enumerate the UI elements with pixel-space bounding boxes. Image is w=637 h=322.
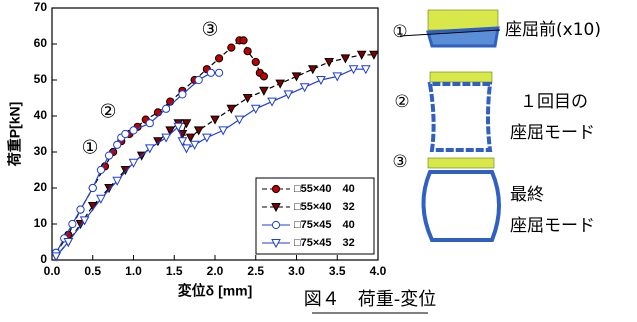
data-point: [179, 91, 186, 98]
data-point: [191, 141, 199, 149]
data-point: [219, 127, 227, 134]
data-point: [182, 145, 190, 153]
x-tick-label: 3.0: [288, 264, 305, 278]
data-point: [252, 105, 260, 113]
data-point: [211, 116, 219, 124]
x-tick-label: 1.0: [125, 264, 142, 278]
data-point: [203, 134, 211, 142]
caption: 図４ 荷重-変位: [304, 289, 437, 310]
diagram-number: ②: [394, 92, 409, 112]
data-point: [146, 120, 153, 127]
tube: [430, 84, 490, 150]
data-point: [235, 116, 243, 124]
data-point: [227, 105, 235, 113]
data-point: [178, 138, 186, 146]
x-tick-label: 2.5: [247, 264, 264, 278]
data-point: [215, 69, 222, 76]
diagram-label: １回目の: [520, 92, 588, 112]
data-point: [105, 152, 112, 159]
legend-marker: [272, 221, 279, 228]
data-point: [317, 77, 325, 85]
diagram-label: 座屈前(x10): [505, 20, 601, 40]
y-tick-label: 40: [34, 108, 48, 122]
data-point: [154, 109, 161, 116]
x-tick-label: 4.0: [370, 264, 387, 278]
y-tick-label: 60: [34, 36, 48, 50]
data-point: [187, 134, 195, 142]
data-point: [195, 76, 202, 83]
data-point: [162, 134, 170, 142]
data-point: [293, 73, 301, 81]
annotation: ②: [99, 101, 116, 123]
diagram-shapes: [400, 10, 500, 240]
diagram-number: ③: [392, 152, 407, 172]
legend-marker: [272, 185, 279, 192]
data-point: [130, 127, 137, 134]
y-tick-label: 70: [34, 0, 48, 14]
x-tick-label: 3.5: [329, 264, 346, 278]
x-tick-label: 0.0: [44, 264, 61, 278]
data-point: [252, 58, 259, 65]
x-tick-label: 0.5: [84, 264, 101, 278]
y-tick-label: 30: [34, 144, 48, 158]
data-point: [163, 105, 170, 112]
legend-label: □55×40 32: [294, 201, 355, 213]
data-point: [167, 98, 174, 105]
mesh: [428, 10, 498, 30]
data-point: [309, 66, 317, 74]
diagram-label: 座屈モード: [510, 123, 595, 143]
data-point: [268, 98, 276, 106]
mesh: [428, 158, 494, 168]
data-point: [122, 130, 129, 137]
legend-label: □75×45 32: [294, 237, 355, 249]
data-point: [52, 253, 60, 261]
data-point: [341, 55, 349, 63]
data-point: [260, 73, 267, 80]
tube: [423, 172, 499, 240]
data-point: [276, 80, 284, 88]
data-point: [244, 95, 252, 103]
y-tick-label: 10: [34, 216, 48, 230]
data-point: [89, 184, 96, 191]
annotation: ③: [201, 19, 218, 41]
x-tick-label: 1.5: [166, 264, 183, 278]
annotation: ①: [81, 137, 98, 159]
legend: □55×40 40 □55×40 32 □75×45 40 □75×45 32: [256, 178, 374, 254]
page: 変位δ [mm] 荷重P[kN] 図４ 荷重-変位 0.0 0.5 1.0 1.5 2.…: [0, 0, 637, 322]
legend-label: □55×40 40: [294, 183, 355, 195]
data-point: [69, 220, 76, 227]
data-point: [325, 59, 333, 67]
y-tick-label: 0: [40, 252, 47, 266]
data-point: [215, 55, 222, 62]
data-point: [228, 44, 235, 51]
data-point: [301, 84, 309, 92]
data-point: [240, 37, 247, 44]
data-point: [284, 91, 292, 99]
figure: 変位δ [mm] 荷重P[kN] 図４ 荷重-変位 0.0 0.5 1.0 1.5 2.…: [0, 0, 637, 322]
data-point: [97, 166, 104, 173]
diagram-label: 座屈モード: [510, 216, 595, 236]
data-point: [260, 87, 268, 95]
data-point: [244, 48, 251, 55]
data-point: [77, 206, 84, 213]
data-point: [358, 51, 366, 59]
y-tick-label: 50: [34, 72, 48, 86]
x-axis-label: 変位δ [mm]: [178, 283, 253, 299]
y-tick-label: 20: [34, 180, 48, 194]
legend-label: □75×45 40: [294, 219, 355, 231]
diagram-number: ①: [392, 22, 407, 42]
data-point: [207, 69, 214, 76]
x-tick-label: 2.0: [207, 264, 224, 278]
mesh: [430, 72, 492, 82]
data-point: [114, 141, 121, 148]
diagram-label: 最終: [510, 185, 544, 205]
y-axis-label: 荷重P[kN]: [7, 102, 23, 168]
